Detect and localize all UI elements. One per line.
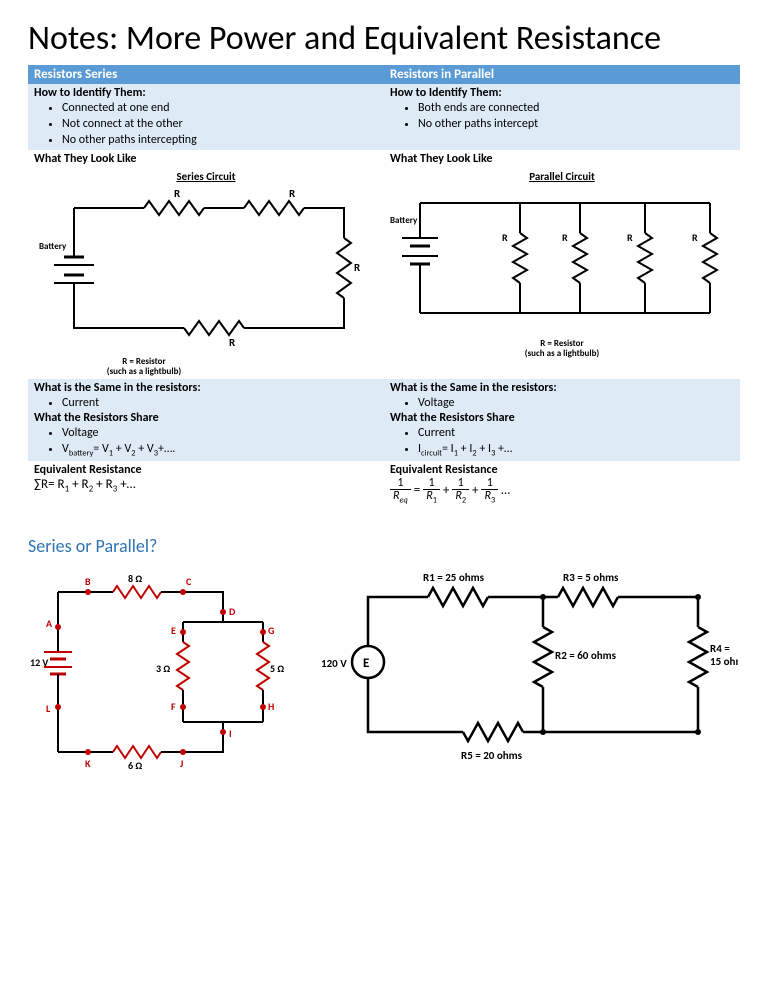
node-k: K [85,757,91,770]
node-h: H [268,700,274,713]
ex2-r2: R2 = 60 ohms [555,649,617,662]
ex2-r5: R5 = 20 ohms [461,749,523,762]
node-i: I [229,727,232,740]
r-label: R [229,336,236,349]
series-share-item: Voltage [62,425,378,441]
r-label: R [562,231,568,244]
node-a: A [46,617,53,630]
ex2-r4a: R4 = [710,642,730,655]
parallel-eqres-label: Equivalent Resistance [390,463,734,477]
r-label: R [502,231,508,244]
ex1-rright: 5 Ω [270,662,284,675]
parallel-look-label: What They Look Like [384,150,740,168]
parallel-circuit-svg: Battery R R R R [390,183,730,333]
example1-circuit: A B C D E F G H I J K L 12 V 8 Ω 3 Ω 5 Ω… [28,567,298,777]
parallel-share-eq: Icircuit= I1 + I2 + I3 +… [418,441,734,459]
r-label: R [692,231,698,244]
parallel-identify-item: Both ends are connected [418,100,734,116]
parallel-diag-title: Parallel Circuit [390,170,734,183]
series-same-item: Current [62,395,378,411]
parallel-diagram: Parallel Circuit [384,168,740,379]
parallel-eqres-formula: 1Req = 1R1 + 1R2 + 1R3 … [390,477,734,505]
ex1-rtop: 8 Ω [128,572,142,585]
battery-label: Battery [39,241,67,252]
series-same-label: What is the Same in the resistors: [34,381,378,395]
r-label: R [627,231,633,244]
parallel-header: Resistors in Parallel [384,65,740,84]
page-title: Notes: More Power and Equivalent Resista… [28,18,740,59]
battery-label: Battery [390,215,418,226]
r-label: R [354,261,361,274]
parallel-same-item: Voltage [418,395,734,411]
parallel-identify-label: How to Identify Them: [390,86,734,100]
series-same-share: What is the Same in the resistors: Curre… [28,379,384,461]
series-identify-label: How to Identify Them: [34,86,378,100]
series-diag-title: Series Circuit [34,170,378,183]
series-caption: R = Resistor(such as a lightbulb) [84,357,204,377]
node-b: B [85,575,91,588]
parallel-share-item: Current [418,425,734,441]
ex2-voltage: 120 V [321,657,347,670]
series-share-label: What the Resistors Share [34,411,378,425]
ex2-r3: R3 = 5 ohms [563,571,619,584]
series-circuit-svg: R R R R Battery [34,183,374,353]
series-diagram: Series Circuit [28,168,384,379]
r-label: R [289,187,296,200]
parallel-identify: How to Identify Them: Both ends are conn… [384,84,740,150]
parallel-identify-item: No other paths intercept [418,116,734,132]
series-identify-item: Not connect at the other [62,116,378,132]
ex2-e-label: E [363,656,369,671]
node-g: G [268,624,274,637]
example2-circuit: E 120 V R1 = 25 ohms R3 = 5 ohms R2 = 60… [318,567,738,767]
ex1-voltage: 12 V [30,656,48,669]
comparison-table: Resistors Series Resistors in Parallel H… [28,65,740,507]
series-share-eq: Vbattery= V1 + V2 + V3+…. [62,441,378,459]
node-l: L [46,702,51,715]
series-eqres-label: Equivalent Resistance [34,463,378,477]
series-header: Resistors Series [28,65,384,84]
series-identify: How to Identify Them: Connected at one e… [28,84,384,150]
series-look-label: What They Look Like [28,150,384,168]
section-heading: Series or Parallel? [28,535,740,557]
parallel-same-share: What is the Same in the resistors: Volta… [384,379,740,461]
node-f: F [171,700,176,713]
parallel-eqres: Equivalent Resistance 1Req = 1R1 + 1R2 +… [384,461,740,507]
parallel-share-label: What the Resistors Share [390,411,734,425]
ex1-rmid: 3 Ω [156,662,170,675]
ex2-r4b: 15 ohms [710,655,738,668]
ex2-r1: R1 = 25 ohms [423,571,485,584]
node-e: E [171,624,176,637]
node-c: C [186,575,192,588]
parallel-caption: R = Resistor(such as a lightbulb) [502,339,622,359]
series-eqres-formula: ∑R= R1 + R2 + R3 +… [34,477,378,495]
series-identify-item: No other paths intercepting [62,132,378,148]
ex1-rbot: 6 Ω [128,759,142,772]
parallel-same-label: What is the Same in the resistors: [390,381,734,395]
series-identify-item: Connected at one end [62,100,378,116]
node-d: D [229,605,236,618]
r-label: R [174,187,181,200]
node-j: J [180,757,183,770]
series-eqres: Equivalent Resistance ∑R= R1 + R2 + R3 +… [28,461,384,507]
examples-row: A B C D E F G H I J K L 12 V 8 Ω 3 Ω 5 Ω… [28,567,740,777]
